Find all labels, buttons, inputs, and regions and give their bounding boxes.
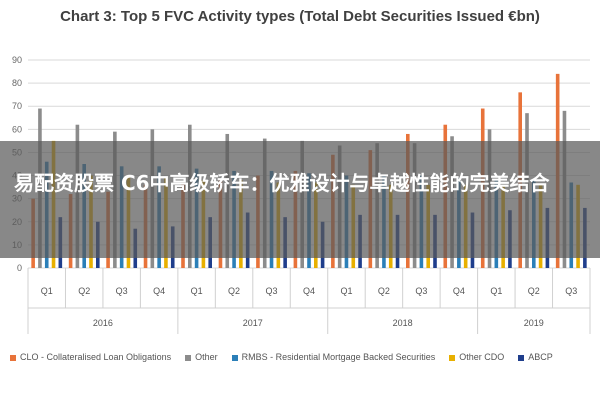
year-label: 2016 xyxy=(93,318,113,328)
year-label: 2019 xyxy=(524,318,544,328)
legend-swatch xyxy=(10,354,16,361)
legend-swatch xyxy=(185,354,192,361)
y-tick-label: 70 xyxy=(12,101,22,111)
legend-label: CLO - Collateralised Loan Obligations xyxy=(20,352,172,362)
x-tick-label: Q3 xyxy=(415,286,427,296)
overlay-banner: 易配资股票 C6中高级轿车：优雅设计与卓越性能的完美结合 xyxy=(0,141,600,258)
legend-label: RMBS - Residential Mortgage Backed Secur… xyxy=(241,352,436,362)
legend-swatch xyxy=(518,354,525,361)
y-tick-label: 90 xyxy=(12,55,22,65)
legend-item: ABCP xyxy=(518,352,553,362)
x-tick-label: Q3 xyxy=(266,286,278,296)
legend-label: Other CDO xyxy=(459,352,505,362)
x-tick-label: Q2 xyxy=(228,286,240,296)
chart-title: Chart 3: Top 5 FVC Activity types (Total… xyxy=(60,8,540,25)
banner-text: 易配资股票 C6中高级轿车：优雅设计与卓越性能的完美结合 xyxy=(14,171,550,195)
y-tick-label: 80 xyxy=(12,78,22,88)
legend-item: RMBS - Residential Mortgage Backed Secur… xyxy=(231,352,436,362)
legend-label: ABCP xyxy=(528,352,553,362)
x-tick-label: Q3 xyxy=(565,286,577,296)
x-tick-label: Q1 xyxy=(41,286,53,296)
x-tick-label: Q1 xyxy=(490,286,502,296)
x-tick-label: Q1 xyxy=(191,286,203,296)
x-tick-label: Q3 xyxy=(116,286,128,296)
year-label: 2017 xyxy=(243,318,263,328)
year-label: 2018 xyxy=(393,318,413,328)
x-tick-label: Q4 xyxy=(303,286,315,296)
x-tick-label: Q2 xyxy=(378,286,390,296)
x-tick-label: Q2 xyxy=(78,286,90,296)
legend-swatch xyxy=(231,354,238,361)
legend-item: CLO - Collateralised Loan Obligations xyxy=(10,352,171,362)
x-tick-label: Q1 xyxy=(340,286,352,296)
x-tick-label: Q4 xyxy=(153,286,165,296)
legend-swatch xyxy=(449,354,456,361)
y-tick-label: 60 xyxy=(12,124,22,134)
legend-item: Other xyxy=(185,352,218,362)
x-tick-label: Q2 xyxy=(528,286,540,296)
x-tick-label: Q4 xyxy=(453,286,465,296)
y-tick-label: 0 xyxy=(17,263,22,273)
chart-legend: CLO - Collateralised Loan Obligations Oth… xyxy=(10,352,600,362)
legend-item: Other CDO xyxy=(449,352,504,362)
legend-label: Other xyxy=(195,352,218,362)
